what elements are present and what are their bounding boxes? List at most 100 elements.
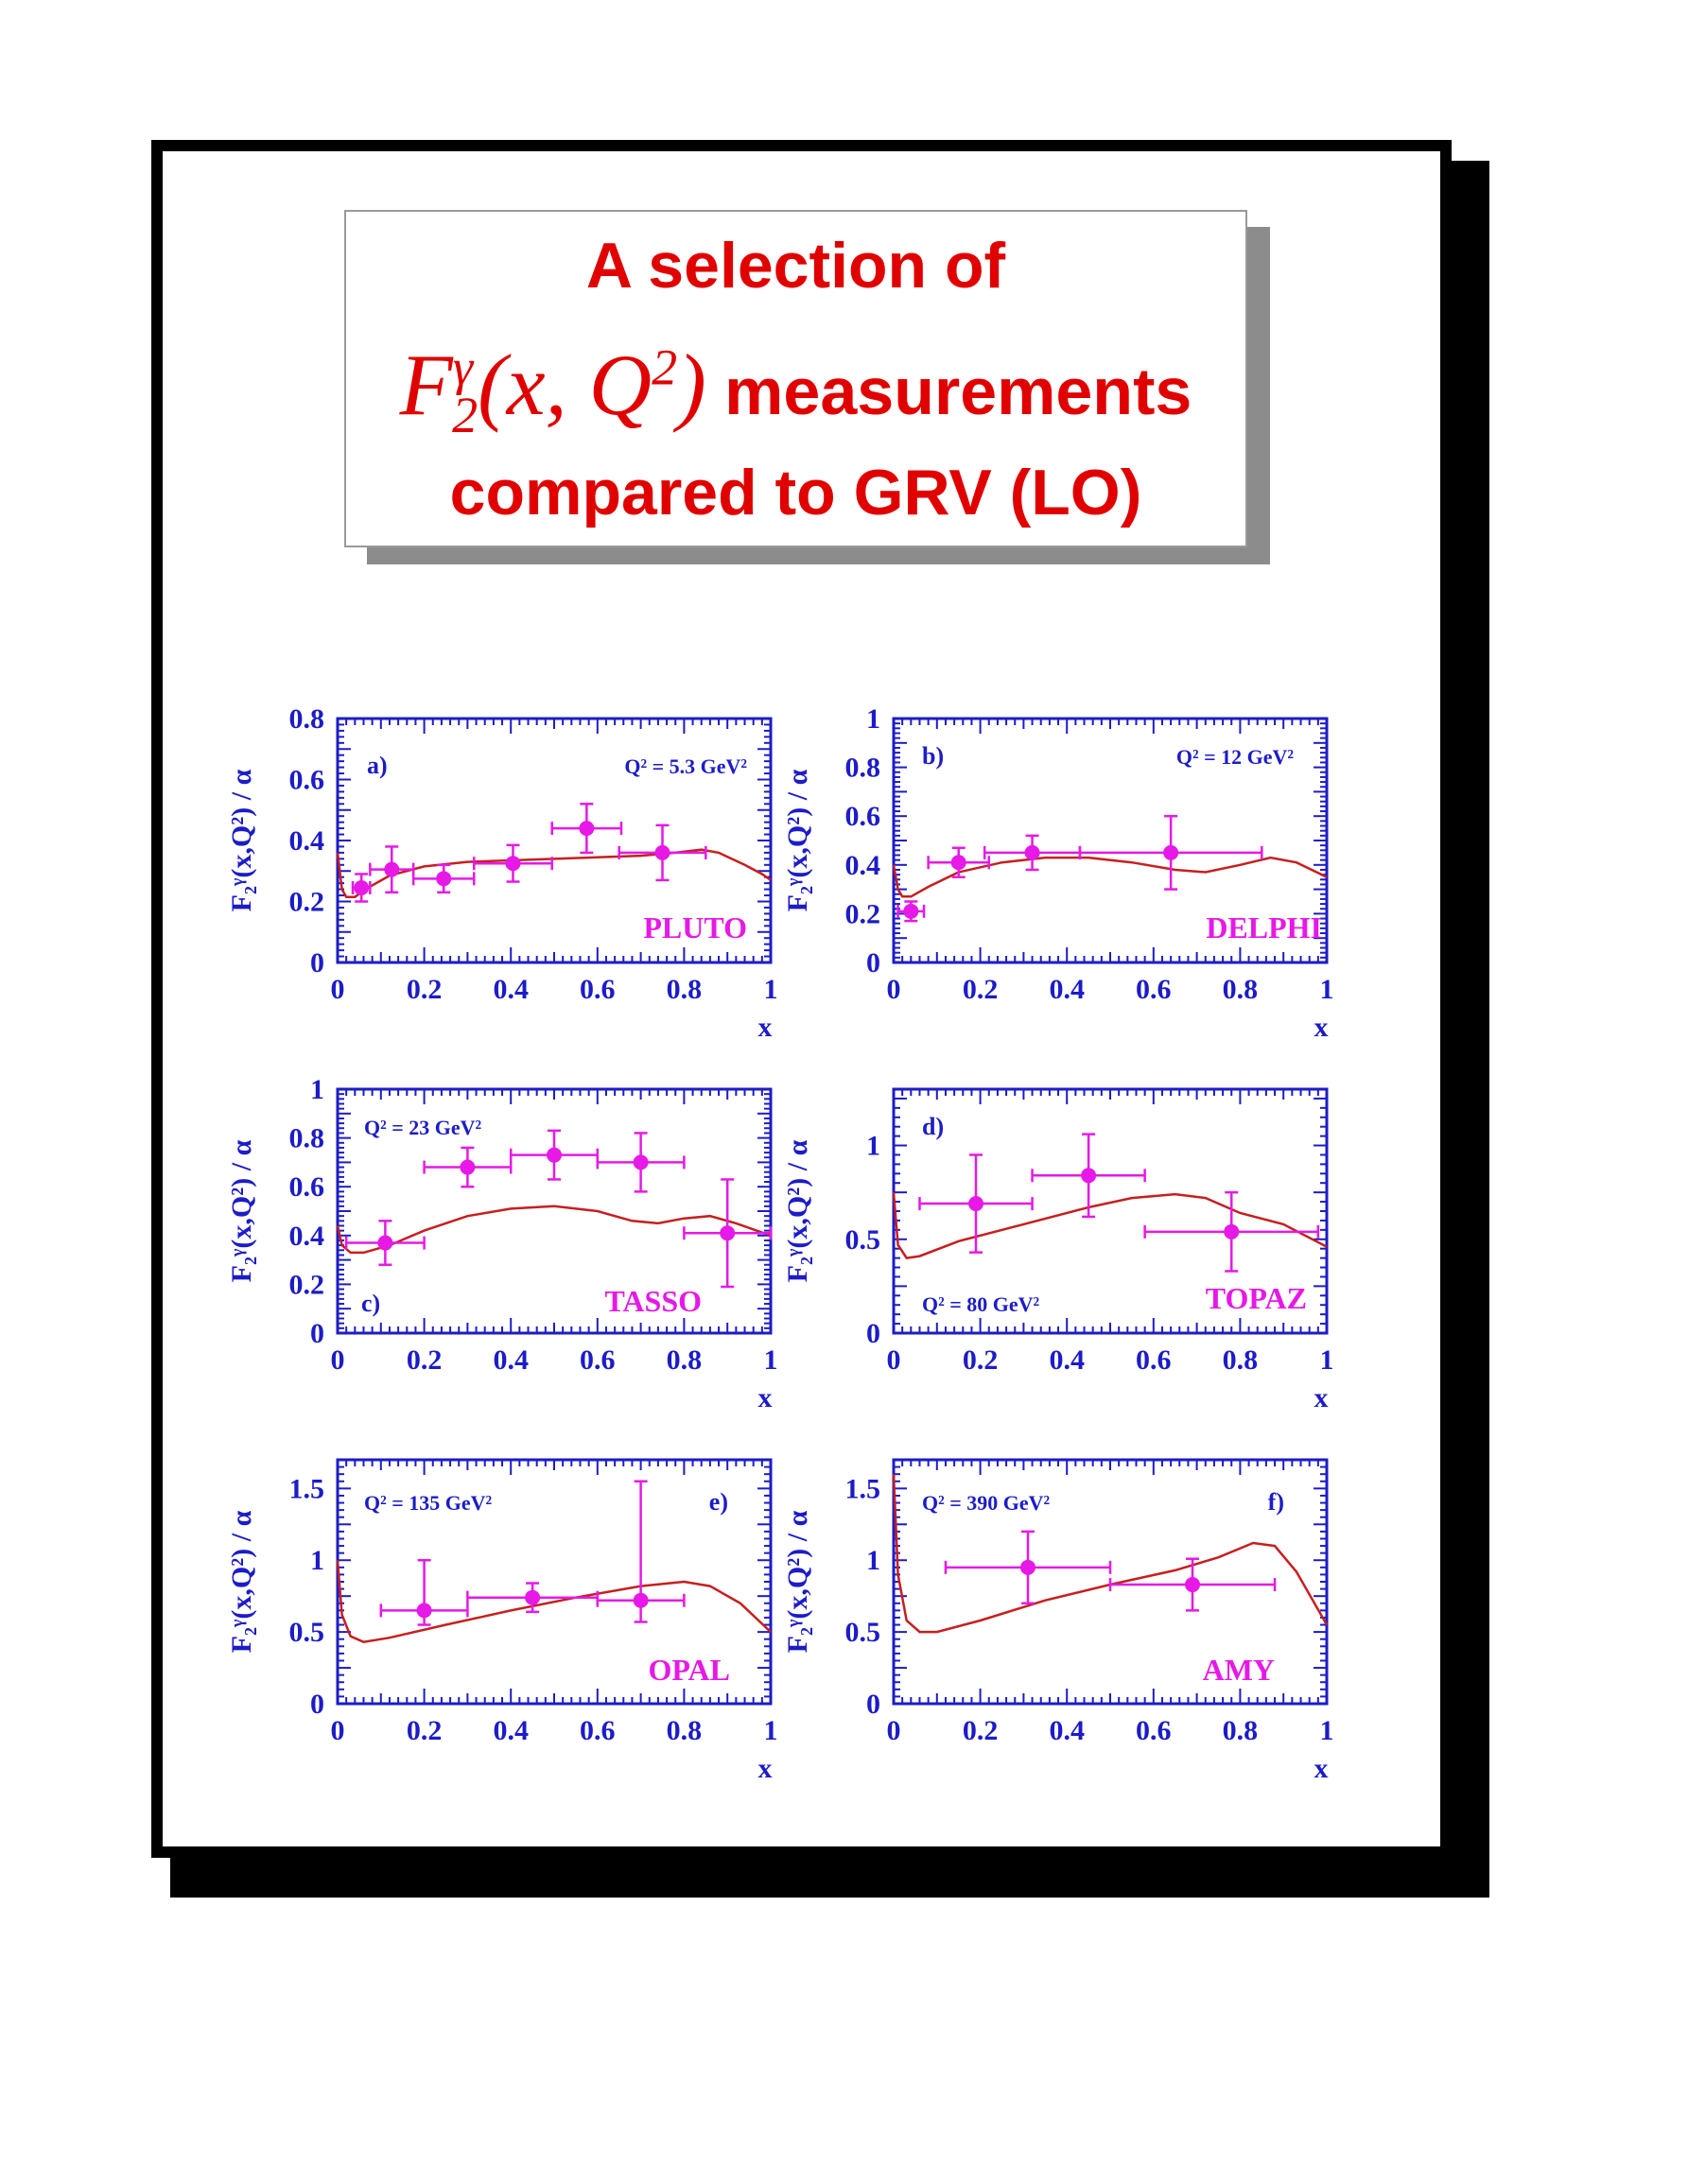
q2-label: Q² = 23 GeV² xyxy=(364,1116,482,1139)
data-point xyxy=(505,856,521,872)
y-tick-label: 1 xyxy=(310,1074,324,1105)
data-point xyxy=(354,879,370,895)
x-tick-label: 0.4 xyxy=(493,974,529,1005)
x-tick-label: 1 xyxy=(1320,1344,1334,1376)
x-tick-label: 0.4 xyxy=(1049,974,1085,1005)
data-point xyxy=(525,1589,541,1605)
y-tick-label: 0 xyxy=(866,947,880,979)
panel-tag: c) xyxy=(361,1290,380,1317)
y-tick-label: 0.4 xyxy=(845,850,881,881)
experiment-label: OPAL xyxy=(648,1653,730,1687)
x-tick-label: 0.8 xyxy=(667,974,703,1005)
data-point xyxy=(1019,1559,1035,1575)
x-tick-label: 0.8 xyxy=(1223,974,1259,1005)
x-tick-label: 0.4 xyxy=(493,1715,529,1746)
y-tick-label: 0 xyxy=(866,1318,880,1349)
x-tick-label: 0 xyxy=(887,1344,901,1376)
chart-panel-2: 0 0.2 0.4 0.6 0.8 1 0 0.2 0.4 0.6 0.8 1 x F₂ᵞ(x,Q²) /… xyxy=(782,703,1334,1043)
formula-sub: 2 xyxy=(452,387,479,444)
grv-lo-curve xyxy=(336,1205,772,1255)
x-tick-label: 1 xyxy=(764,1344,778,1376)
x-tick-label: 1 xyxy=(1320,974,1334,1005)
x-tick-label: 0 xyxy=(331,1715,345,1746)
formula-sup: γ xyxy=(452,338,474,396)
data-point xyxy=(903,903,919,919)
y-tick-label: 1 xyxy=(866,703,880,735)
title-measurements: measurements xyxy=(724,355,1192,428)
formula-close: ) xyxy=(677,337,706,433)
panel-tag: f) xyxy=(1268,1488,1284,1516)
data-point xyxy=(416,1603,432,1619)
data-point xyxy=(633,1592,649,1608)
formula-args: (x, Q xyxy=(478,337,653,433)
y-tick-label: 0.2 xyxy=(289,1269,325,1300)
x-tick-label: 0.8 xyxy=(667,1344,703,1376)
y-axis-label: F₂ᵞ(x,Q²) / α xyxy=(782,769,813,911)
data-point xyxy=(720,1225,736,1241)
x-tick-label: 0.8 xyxy=(1223,1344,1259,1376)
data-point xyxy=(579,821,595,837)
chart-panel-3: 0 0.2 0.4 0.6 0.8 1 0 0.2 0.4 0.6 0.8 1 x F₂ᵞ(x,Q²) /… xyxy=(226,1074,778,1413)
y-tick-label: 0.8 xyxy=(289,703,325,735)
x-tick-label: 0.4 xyxy=(1049,1715,1085,1746)
data-point xyxy=(460,1159,476,1175)
x-tick-label: 0.6 xyxy=(580,1715,616,1746)
data-point xyxy=(950,855,966,871)
x-tick-label: 0 xyxy=(331,1344,345,1376)
data-point xyxy=(547,1147,562,1163)
chart-panel-5: 0 0.2 0.4 0.6 0.8 1 0 0.5 1 1.5 x F₂ᵞ(x,Q²) / α e) Q²… xyxy=(226,1458,778,1784)
y-tick-label: 1 xyxy=(310,1545,324,1576)
x-axis-label: x xyxy=(758,1382,773,1413)
x-tick-label: 0.2 xyxy=(407,1344,443,1376)
y-axis-label: F₂ᵞ(x,Q²) / α xyxy=(226,1510,257,1653)
y-tick-label: 0.4 xyxy=(289,1221,325,1252)
y-axis-label: F₂ᵞ(x,Q²) / α xyxy=(226,769,257,911)
grv-lo-curve xyxy=(892,1474,1329,1634)
x-tick-label: 1 xyxy=(764,974,778,1005)
x-tick-label: 0.6 xyxy=(1136,974,1172,1005)
y-tick-label: 0.6 xyxy=(289,765,325,796)
title-box: A selection of Fγ2(x, Q2) measurements c… xyxy=(344,210,1247,547)
data-point xyxy=(968,1196,984,1212)
x-tick-label: 0.2 xyxy=(963,974,999,1005)
formula-args-sup: 2 xyxy=(652,338,678,396)
x-tick-label: 0.8 xyxy=(1223,1715,1259,1746)
x-tick-label: 0 xyxy=(331,974,345,1005)
x-tick-label: 0.2 xyxy=(963,1344,999,1376)
y-tick-label: 0.8 xyxy=(845,753,881,784)
panel-tag: d) xyxy=(922,1113,944,1140)
x-tick-label: 0.6 xyxy=(580,974,616,1005)
experiment-label: PLUTO xyxy=(643,910,747,945)
y-tick-label: 0.4 xyxy=(289,825,325,857)
y-tick-label: 1 xyxy=(866,1545,880,1576)
x-tick-label: 0.6 xyxy=(1136,1344,1172,1376)
y-tick-label: 0.8 xyxy=(289,1123,325,1154)
q2-label: Q² = 80 GeV² xyxy=(922,1292,1040,1316)
y-axis-label: F₂ᵞ(x,Q²) / α xyxy=(782,1510,813,1653)
grv-lo-curve xyxy=(892,1192,1328,1259)
panel-tag: b) xyxy=(922,742,944,770)
q2-label: Q² = 5.3 GeV² xyxy=(624,754,747,778)
y-tick-label: 1 xyxy=(866,1131,880,1162)
y-tick-label: 0.6 xyxy=(845,801,881,832)
experiment-label: TOPAZ xyxy=(1206,1281,1307,1315)
data-point xyxy=(436,871,452,887)
x-tick-label: 0.4 xyxy=(1049,1344,1085,1376)
chart-panel-1: 0 0.2 0.4 0.6 0.8 1 0 0.2 0.4 0.6 0.8 x F₂ᵞ(x,Q²) / … xyxy=(226,703,778,1043)
x-tick-label: 1 xyxy=(1320,1715,1334,1746)
x-axis-label: x xyxy=(1314,1753,1329,1784)
x-axis-label: x xyxy=(758,1753,773,1784)
formula-F: F xyxy=(399,337,453,433)
x-tick-label: 0.2 xyxy=(963,1715,999,1746)
y-axis-label: F₂ᵞ(x,Q²) / α xyxy=(782,1139,813,1282)
data-point xyxy=(1024,844,1040,860)
experiment-label: TASSO xyxy=(604,1284,702,1318)
x-tick-label: 0.6 xyxy=(580,1344,616,1376)
y-tick-label: 0.2 xyxy=(845,898,881,929)
title-line-1: A selection of xyxy=(585,230,1006,302)
chart-panel-4: 0 0.2 0.4 0.6 0.8 1 0 0.5 1 x F₂ᵞ(x,Q²) / α d) Q² = … xyxy=(782,1087,1334,1413)
panel-tag: e) xyxy=(709,1488,728,1516)
y-tick-label: 0.5 xyxy=(845,1617,881,1648)
experiment-label: AMY xyxy=(1203,1653,1275,1687)
